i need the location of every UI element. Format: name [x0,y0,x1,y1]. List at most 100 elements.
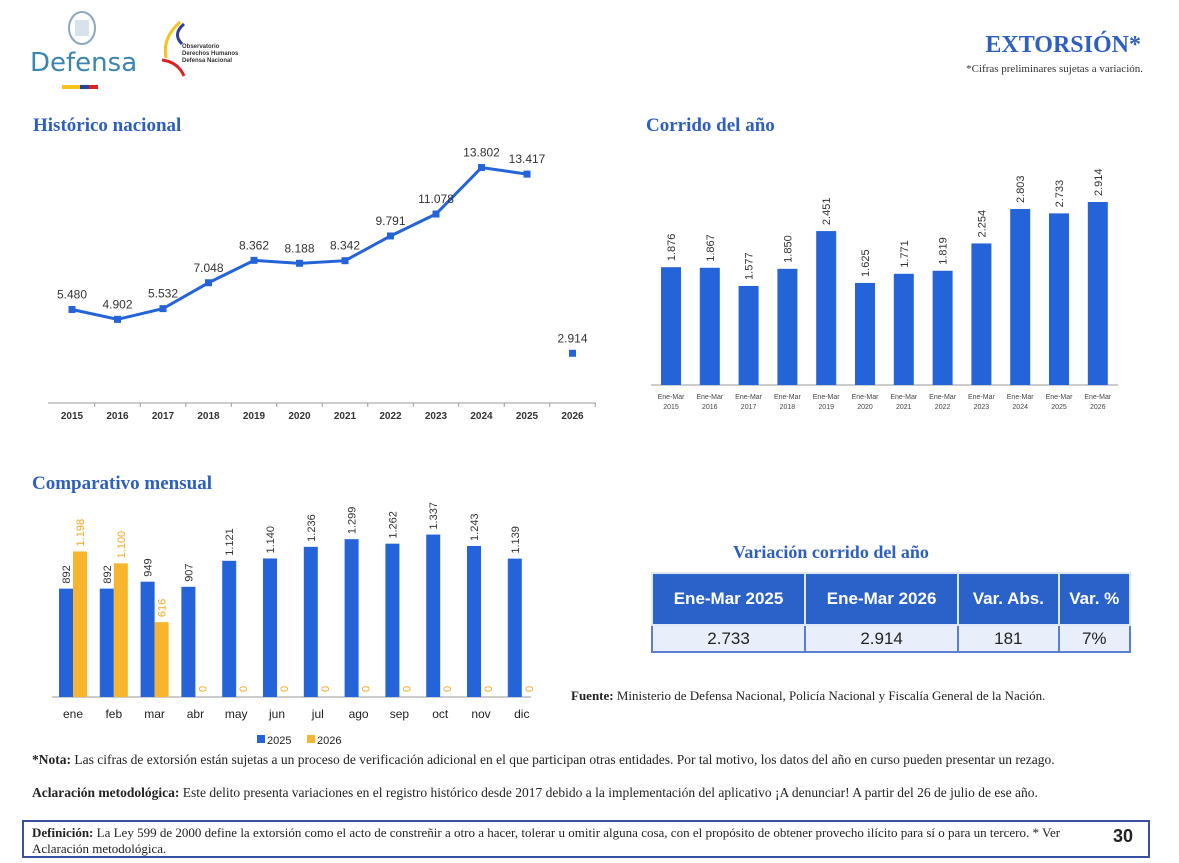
data-label: 2.254 [976,210,988,238]
flag-stripe [62,85,98,89]
bar-2025 [507,558,522,697]
x-tick-label: Ene-Mar [929,394,957,401]
cell: 181 [957,624,1060,653]
page-number: 30 [1112,826,1133,846]
header-cell: Ene-Mar 2025 [650,572,807,626]
x-tick-label: Ene-Mar [696,394,724,401]
x-tick-label: Ene-Mar [735,394,763,401]
data-label: 1.243 [469,513,481,541]
data-point [159,305,167,313]
header-cell: Var. Abs. [957,572,1060,626]
x-tick-label: 2024 [1012,404,1028,411]
data-label: 2.803 [1015,175,1027,203]
data-label: 0 [279,686,291,692]
aclaracion-label: Aclaración metodológica: [32,785,180,800]
data-label: 2.733 [1054,180,1066,208]
nota-text: Las cifras de extorsión están sujetas a … [71,752,1055,767]
bar-2025 [344,539,359,697]
definicion-text: La Ley 599 de 2000 define la extorsión c… [32,825,1061,856]
x-tick-label: 2019 [818,404,834,411]
bar [738,285,759,385]
data-label: 11.078 [418,192,454,206]
bar-2025 [140,581,155,697]
data-label: 0 [320,686,332,692]
bar-2025 [181,586,196,697]
data-label: 0 [401,686,413,692]
data-label: 1.876 [666,234,678,262]
bar [1087,202,1108,385]
x-tick-label: Ene-Mar [813,394,841,401]
page-subtitle: *Cifras preliminares sujetas a variación… [966,63,1143,75]
data-point [114,315,121,323]
header-cell: Ene-Mar 2026 [804,572,960,626]
data-label: 907 [183,563,195,581]
source-text: Ministerio de Defensa Nacional, Policía … [613,688,1046,703]
bar [661,267,681,385]
data-point [432,210,440,218]
data-label: 892 [61,565,73,583]
page-title: EXTORSIÓN* [985,32,1141,58]
mensual-title: Comparativo mensual [32,473,212,494]
data-label: 8.188 [284,241,314,255]
x-tick-label: Ene-Mar [968,394,996,401]
x-tick-label: sep [390,707,410,721]
x-tick-label: oct [432,707,449,721]
historico-title: Histórico nacional [33,115,182,136]
data-label: 13.802 [463,146,500,160]
x-tick-label: jul [311,707,324,721]
bar-2025 [99,588,114,697]
legend-label: 2025 [267,735,291,747]
header-cell: Var. % [1057,572,1132,626]
x-tick-label: 2023 [974,404,990,411]
x-tick-label: mar [144,707,165,721]
variation-table: Ene-Mar 2025 Ene-Mar 2026 Var. Abs. Var. % … [650,572,1132,653]
x-tick-label: 2020 [288,411,311,422]
x-tick-label: 2015 [663,404,679,411]
x-tick-label: 2026 [1090,404,1106,411]
bar [777,268,798,385]
data-label: 949 [143,558,155,576]
bar-2025 [385,543,400,697]
data-label: 1.140 [265,526,277,554]
x-tick-label: 2021 [896,404,912,411]
data-label: 1.819 [938,237,950,265]
obs-line: Observatorio [182,44,220,50]
bar [855,282,875,385]
legend-label: 2026 [317,735,341,747]
x-tick-label: Ene-Mar [1007,394,1035,401]
bar [699,267,720,385]
data-label: 9.791 [375,214,405,228]
definicion-label: Definición: [32,825,94,840]
x-tick-label: Ene-Mar [658,394,686,401]
bar-2025 [59,588,73,697]
x-tick-label: 2022 [935,404,951,411]
x-tick-label: feb [105,707,122,721]
data-label: 1.299 [347,507,359,535]
x-tick-label: 2018 [197,411,220,422]
variation-title: Variación corrido del año [733,542,929,562]
data-point [296,259,303,267]
data-point [205,279,212,287]
data-label: 2.451 [821,198,833,226]
x-tick-label: 2025 [516,411,539,422]
bar-2025 [222,560,237,697]
data-label: 0 [483,686,495,692]
x-tick-label: Ene-Mar [774,394,802,401]
observatorio-text: Observatorio Derechos Humanos Defensa Naci… [182,44,238,65]
data-point [523,170,531,178]
data-point [250,256,258,264]
legend-swatch [257,735,265,743]
x-tick-label: Ene-Mar [890,394,918,401]
x-tick-label: 2019 [243,411,266,422]
x-tick-label: 2026 [561,411,584,422]
data-label: 0 [238,686,250,692]
data-label: 1.850 [782,235,794,263]
bar-2026 [73,551,87,697]
bar [932,270,953,385]
data-label: 1.236 [306,514,318,542]
cell: 2.733 [650,624,807,653]
data-label: 1.625 [860,249,872,277]
bar-2026 [154,622,169,697]
x-tick-label: abr [187,707,204,721]
